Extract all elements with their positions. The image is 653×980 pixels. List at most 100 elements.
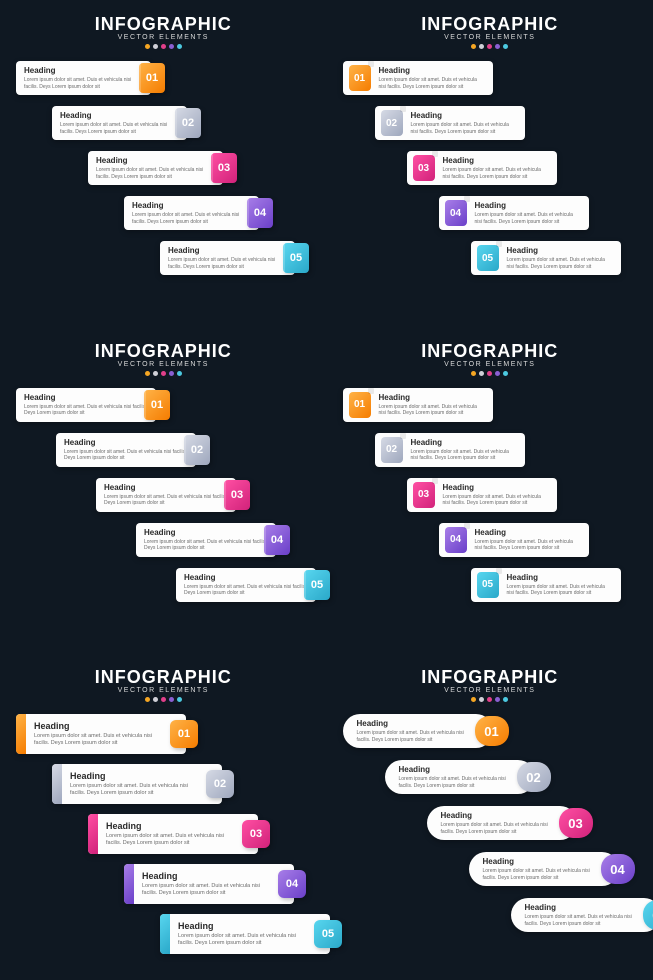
card-text: HeadingLorem ipsum dolor sit amet. Duis … <box>385 759 517 795</box>
card-body: Lorem ipsum dolor sit amet. Duis et vehi… <box>357 730 467 743</box>
dot <box>177 697 182 702</box>
panel-1: INFOGRAPHICVECTOR ELEMENTSHeadingLorem i… <box>0 0 327 327</box>
subtitle: VECTOR ELEMENTS <box>343 34 638 41</box>
step-card: HeadingLorem ipsum dolor sit amet. Duis … <box>124 196 259 230</box>
card-text: HeadingLorem ipsum dolor sit amet. Duis … <box>511 897 643 933</box>
step-number-badge: 03 <box>413 155 435 181</box>
title-block: INFOGRAPHICVECTOR ELEMENTS <box>16 341 311 376</box>
card-text: HeadingLorem ipsum dolor sit amet. Duis … <box>499 240 621 276</box>
dot <box>487 371 492 376</box>
step-card: Heading Lorem ipsum dolor sit amet. Duis … <box>16 714 186 754</box>
step-card: HeadingLorem ipsum dolor sit amet. Duis … <box>160 914 330 954</box>
step-number-badge: 04 <box>445 200 467 226</box>
step-number-badge: 04 <box>601 854 635 884</box>
card-heading: Heading <box>443 156 549 165</box>
card-heading: Heading <box>184 573 308 582</box>
card-body: Lorem ipsum dolor sit amet. Duis et vehi… <box>34 733 162 747</box>
card-text: HeadingLorem ipsum dolor sit amet. Duis … <box>467 195 589 231</box>
card-heading: Heading <box>144 528 268 537</box>
step-card: HeadingLorem ipsum dolor sit amet. Duis … <box>427 806 577 840</box>
step-card: HeadingLorem ipsum dolor sit amet. Duis … <box>385 760 535 794</box>
dot <box>153 371 158 376</box>
card-text: HeadingLorem ipsum dolor sit amet. Duis … <box>499 567 621 603</box>
color-dots <box>16 371 311 376</box>
card-text: HeadingLorem ipsum dolor sit amet. Duis … <box>371 387 493 423</box>
step-number-badge: 05 <box>477 245 499 271</box>
title-block: INFOGRAPHICVECTOR ELEMENTS <box>343 341 638 376</box>
card-heading: Heading <box>106 821 234 831</box>
step-number-badge: 04 <box>445 527 467 553</box>
card-text: HeadingLorem ipsum dolor sit amet. Duis … <box>52 105 187 141</box>
steps-container: Heading Lorem ipsum dolor sit amet. Duis … <box>343 714 638 944</box>
dot <box>177 44 182 49</box>
title: INFOGRAPHIC <box>16 341 311 362</box>
card-text: HeadingLorem ipsum dolor sit amet. Duis … <box>170 915 314 953</box>
title-block: INFOGRAPHICVECTOR ELEMENTS <box>16 667 311 702</box>
color-dots <box>16 44 311 49</box>
card-heading: Heading <box>411 438 517 447</box>
card-body: Lorem ipsum dolor sit amet. Duis et vehi… <box>132 212 251 225</box>
color-dots <box>343 44 638 49</box>
dot <box>169 697 174 702</box>
steps-container: Heading Lorem ipsum dolor sit amet. Duis … <box>16 388 311 618</box>
card-heading: Heading <box>399 765 509 774</box>
subtitle: VECTOR ELEMENTS <box>16 34 311 41</box>
title: INFOGRAPHIC <box>343 341 638 362</box>
dot <box>479 44 484 49</box>
card-body: Lorem ipsum dolor sit amet. Duis et vehi… <box>178 933 306 947</box>
card-heading: Heading <box>475 201 581 210</box>
title: INFOGRAPHIC <box>343 14 638 35</box>
card-text: Heading Lorem ipsum dolor sit amet. Duis … <box>26 715 170 753</box>
card-body: Lorem ipsum dolor sit amet. Duis et vehi… <box>106 833 234 847</box>
dot <box>503 697 508 702</box>
subtitle: VECTOR ELEMENTS <box>16 687 311 694</box>
step-number-badge: 04 <box>278 870 306 898</box>
card-text: Heading Lorem ipsum dolor sit amet. Duis … <box>136 522 276 558</box>
step-card: 04HeadingLorem ipsum dolor sit amet. Dui… <box>439 196 589 230</box>
card-text: HeadingLorem ipsum dolor sit amet. Duis … <box>403 105 525 141</box>
card-body: Lorem ipsum dolor sit amet. Duis et vehi… <box>443 494 549 507</box>
card-body: Lorem ipsum dolor sit amet. Duis et vehi… <box>64 449 188 462</box>
step-number-badge: 03 <box>242 820 270 848</box>
card-body: Lorem ipsum dolor sit amet. Duis et vehi… <box>70 783 198 797</box>
card-heading: Heading <box>168 246 287 255</box>
step-card: HeadingLorem ipsum dolor sit amet. Duis … <box>176 568 316 602</box>
step-card: 03HeadingLorem ipsum dolor sit amet. Dui… <box>407 478 557 512</box>
card-heading: Heading <box>70 771 198 781</box>
card-text: HeadingLorem ipsum dolor sit amet. Duis … <box>371 60 493 96</box>
step-card: Heading Lorem ipsum dolor sit amet. Duis … <box>52 764 222 804</box>
dot <box>145 371 150 376</box>
dot <box>169 44 174 49</box>
panel-3: INFOGRAPHICVECTOR ELEMENTS Heading Lorem i… <box>0 327 327 654</box>
dot <box>503 371 508 376</box>
card-heading: Heading <box>34 721 162 731</box>
subtitle: VECTOR ELEMENTS <box>343 687 638 694</box>
step-number-badge: 04 <box>264 525 290 555</box>
step-number-badge: 01 <box>144 390 170 420</box>
dot <box>161 371 166 376</box>
card-text: HeadingLorem ipsum dolor sit amet. Duis … <box>435 477 557 513</box>
panel-6: INFOGRAPHICVECTOR ELEMENTSHeadingLorem i… <box>327 653 653 980</box>
dot <box>471 44 476 49</box>
step-number-badge: 03 <box>559 808 593 838</box>
card-body: Lorem ipsum dolor sit amet. Duis et vehi… <box>168 257 287 270</box>
card-text: HeadingLorem ipsum dolor sit amet. Duis … <box>96 477 236 513</box>
card-body: Lorem ipsum dolor sit amet. Duis et vehi… <box>379 77 485 90</box>
card-body: Lorem ipsum dolor sit amet. Duis et vehi… <box>411 449 517 462</box>
card-body: Lorem ipsum dolor sit amet. Duis et vehi… <box>144 539 268 552</box>
card-body: Lorem ipsum dolor sit amet. Duis et vehi… <box>441 822 551 835</box>
card-text: HeadingLorem ipsum dolor sit amet. Duis … <box>16 60 151 96</box>
card-body: Lorem ipsum dolor sit amet. Duis et vehi… <box>96 167 215 180</box>
panel-2: INFOGRAPHICVECTOR ELEMENTS01HeadingLorem… <box>327 0 653 327</box>
card-body: Lorem ipsum dolor sit amet. Duis et vehi… <box>507 584 613 597</box>
step-number-badge: 01 <box>170 720 198 748</box>
step-number-badge: 02 <box>381 437 403 463</box>
step-number-badge: 02 <box>175 108 201 138</box>
color-bar <box>88 814 98 854</box>
card-text: HeadingLorem ipsum dolor sit amet. Duis … <box>134 865 278 903</box>
card-heading: Heading <box>60 111 179 120</box>
dot <box>145 697 150 702</box>
step-card: 05HeadingLorem ipsum dolor sit amet. Dui… <box>471 568 621 602</box>
step-card: Heading Lorem ipsum dolor sit amet. Duis … <box>160 241 295 275</box>
card-body: Lorem ipsum dolor sit amet. Duis et vehi… <box>24 404 148 417</box>
